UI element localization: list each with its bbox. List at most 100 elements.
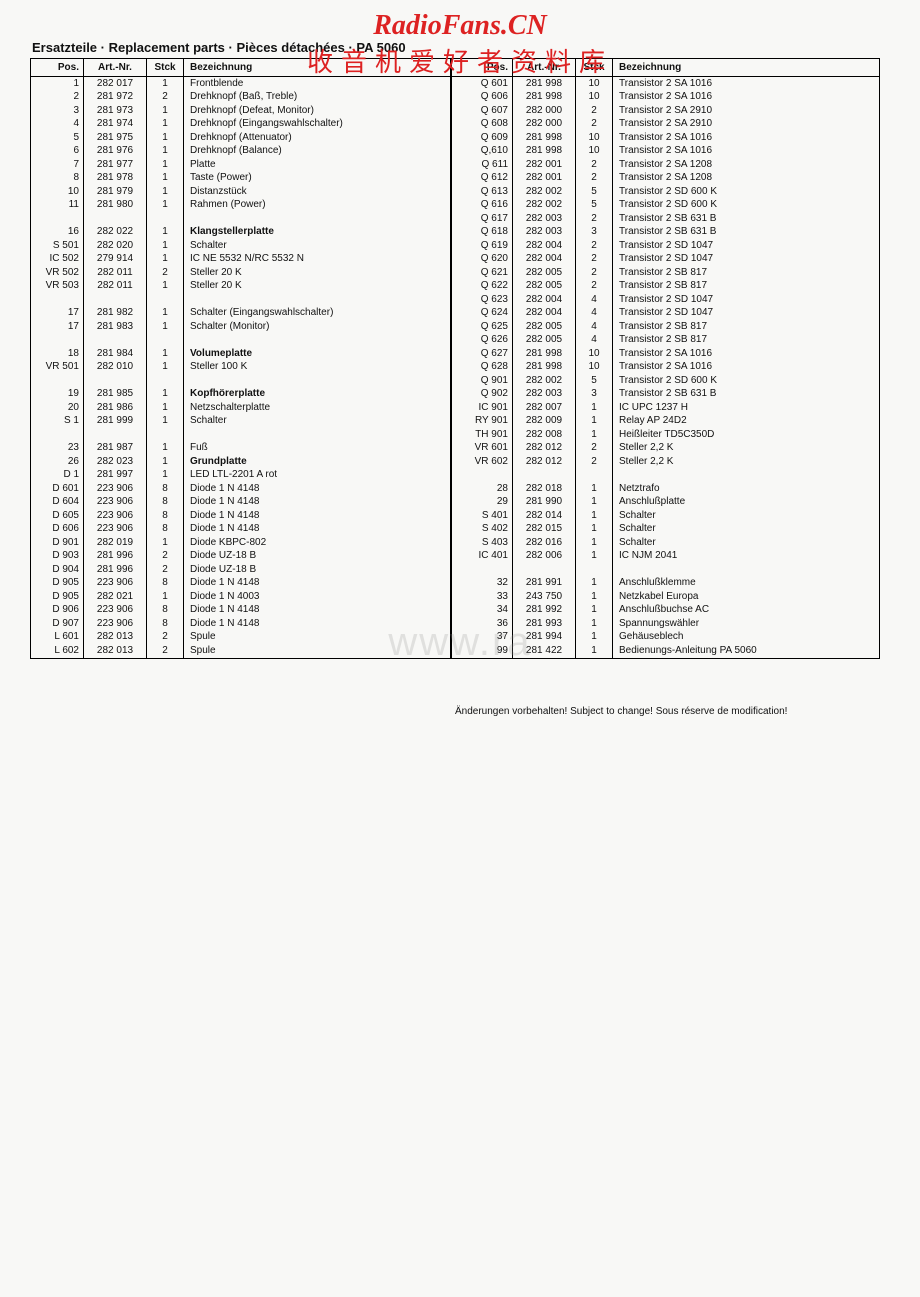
cell-art: 281 973 <box>84 104 147 118</box>
tables-container: Pos. Art.-Nr. Stck Bezeichnung 1282 0171… <box>30 58 880 659</box>
th-desc: Bezeichnung <box>184 59 451 77</box>
cell-pos: 16 <box>31 226 84 240</box>
cell-art: 282 005 <box>513 334 576 348</box>
table-row: D 904281 9962Diode UZ-18 B <box>31 563 451 577</box>
cell-pos: Q 617 <box>452 212 513 226</box>
table-row: 34281 9921Anschlußbuchse AC <box>452 604 880 618</box>
table-row: 1282 0171Frontblende <box>31 77 451 91</box>
cell-pos: Q 625 <box>452 320 513 334</box>
cell-desc: Heißleiter TD5C350D <box>613 428 880 442</box>
cell-desc: Diode 1 N 4148 <box>184 604 451 618</box>
cell-pos: L 602 <box>31 644 84 658</box>
cell-desc: Steller 20 K <box>184 266 451 280</box>
cell-stck: 2 <box>147 631 184 645</box>
cell-stck: 2 <box>576 158 613 172</box>
cell-art: 282 004 <box>513 239 576 253</box>
cell-pos: IC 901 <box>452 401 513 415</box>
table-row <box>31 334 451 348</box>
table-row: 17281 9831Schalter (Monitor) <box>31 320 451 334</box>
cell-pos: VR 503 <box>31 280 84 294</box>
cell-pos: D 906 <box>31 604 84 618</box>
spacer-cell <box>31 428 84 442</box>
table-row: L 601282 0132Spule <box>31 631 451 645</box>
cell-stck: 1 <box>576 644 613 658</box>
cell-desc: Transistor 2 SB 817 <box>613 266 880 280</box>
cell-desc: Transistor 2 SB 631 B <box>613 212 880 226</box>
cell-art: 281 992 <box>513 604 576 618</box>
cell-stck: 1 <box>576 401 613 415</box>
cell-art: 281 975 <box>84 131 147 145</box>
cell-desc: IC UPC 1237 H <box>613 401 880 415</box>
table-row: Q 621282 0052Transistor 2 SB 817 <box>452 266 880 280</box>
cell-stck: 8 <box>147 617 184 631</box>
cell-art: 282 023 <box>84 455 147 469</box>
th-stck: Stck <box>576 59 613 77</box>
cell-stck: 5 <box>576 374 613 388</box>
cell-art: 282 022 <box>84 226 147 240</box>
table-row <box>31 293 451 307</box>
spacer-cell <box>452 469 513 483</box>
cell-art: 281 998 <box>513 347 576 361</box>
cell-stck: 1 <box>147 401 184 415</box>
cell-desc: Steller 2,2 K <box>613 442 880 456</box>
cell-desc: Diode UZ-18 B <box>184 550 451 564</box>
cell-stck: 8 <box>147 577 184 591</box>
table-row: 23281 9871Fuß <box>31 442 451 456</box>
cell-desc: Transistor 2 SD 1047 <box>613 253 880 267</box>
cell-desc: Transistor 2 SB 817 <box>613 280 880 294</box>
table-row: Q 901282 0025Transistor 2 SD 600 K <box>452 374 880 388</box>
cell-desc: Steller 20 K <box>184 280 451 294</box>
table-row: 29281 9901Anschlußplatte <box>452 496 880 510</box>
cell-stck: 1 <box>576 604 613 618</box>
cell-stck: 10 <box>576 131 613 145</box>
cell-desc: Transistor 2 SD 1047 <box>613 307 880 321</box>
cell-stck: 1 <box>147 199 184 213</box>
table-row: IC 901282 0071IC UPC 1237 H <box>452 401 880 415</box>
cell-stck: 1 <box>576 536 613 550</box>
cell-pos: 5 <box>31 131 84 145</box>
cell-stck: 10 <box>576 361 613 375</box>
table-row: D 905223 9068Diode 1 N 4148 <box>31 577 451 591</box>
cell-stck: 1 <box>576 523 613 537</box>
page-title: Ersatzteile · Replacement parts · Pièces… <box>32 40 406 55</box>
spacer-cell <box>184 374 451 388</box>
cell-stck: 1 <box>147 415 184 429</box>
cell-pos: 23 <box>31 442 84 456</box>
cell-stck: 1 <box>576 590 613 604</box>
cell-pos: 26 <box>31 455 84 469</box>
cell-art: 282 003 <box>513 212 576 226</box>
table-row: Q 626282 0054Transistor 2 SB 817 <box>452 334 880 348</box>
cell-stck: 2 <box>576 118 613 132</box>
spacer-cell <box>184 334 451 348</box>
cell-stck: 10 <box>576 77 613 91</box>
cell-desc: Drehknopf (Defeat, Monitor) <box>184 104 451 118</box>
cell-pos: 32 <box>452 577 513 591</box>
cell-desc: Steller 2,2 K <box>613 455 880 469</box>
table-row: IC 401282 0061IC NJM 2041 <box>452 550 880 564</box>
spacer-cell <box>452 563 513 577</box>
cell-art: 282 011 <box>84 266 147 280</box>
cell-pos: Q 616 <box>452 199 513 213</box>
cell-pos: 17 <box>31 320 84 334</box>
cell-art: 223 906 <box>84 482 147 496</box>
cell-stck: 2 <box>147 563 184 577</box>
cell-stck: 5 <box>576 199 613 213</box>
table-row: Q 620282 0042Transistor 2 SD 1047 <box>452 253 880 267</box>
table-row: D 1281 9971LED LTL-2201 A rot <box>31 469 451 483</box>
cell-stck: 2 <box>147 91 184 105</box>
cell-stck: 1 <box>147 320 184 334</box>
spacer-cell <box>147 334 184 348</box>
cell-stck: 1 <box>576 577 613 591</box>
table-row: TH 901282 0081Heißleiter TD5C350D <box>452 428 880 442</box>
cell-desc: Volumeplatte <box>184 347 451 361</box>
cell-stck: 1 <box>147 253 184 267</box>
table-row: VR 501282 0101Steller 100 K <box>31 361 451 375</box>
cell-pos: 1 <box>31 77 84 91</box>
table-row: 32281 9911Anschlußklemme <box>452 577 880 591</box>
table-row <box>452 563 880 577</box>
cell-art: 281 998 <box>513 77 576 91</box>
spacer-cell <box>31 334 84 348</box>
spacer-cell <box>613 469 880 483</box>
cell-pos: D 604 <box>31 496 84 510</box>
cell-pos: 20 <box>31 401 84 415</box>
